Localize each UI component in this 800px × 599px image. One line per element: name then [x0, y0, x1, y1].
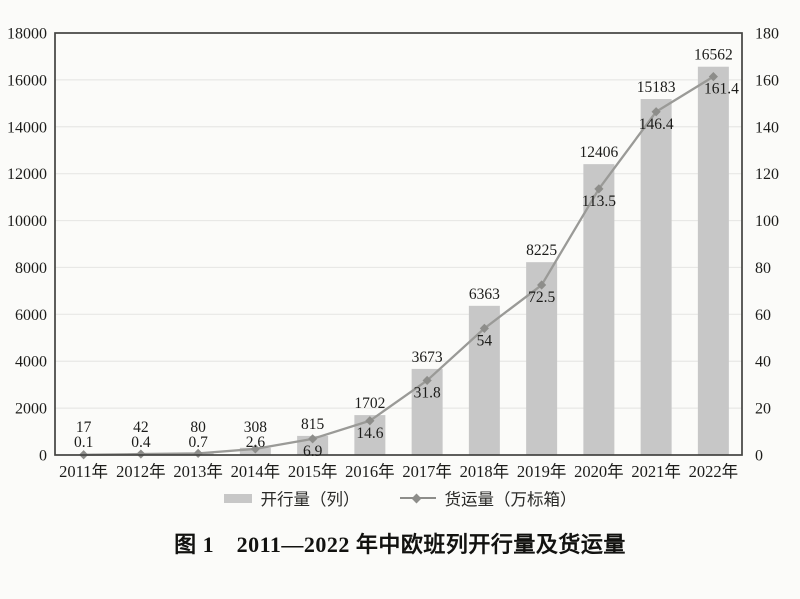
x-axis-year-label: 2016年	[345, 462, 395, 481]
freight-value-label: 6.9	[303, 443, 323, 460]
line-marker-diamond	[708, 72, 718, 82]
x-axis-year-label: 2013年	[173, 462, 223, 481]
x-axis-year-label: 2019年	[517, 462, 567, 481]
bar-value-label: 6363	[469, 286, 500, 303]
diamond-marker-icon	[411, 493, 421, 503]
left-axis-tick: 12000	[7, 166, 47, 183]
right-axis-tick: 120	[755, 166, 779, 183]
line-marker-diamond	[136, 449, 146, 459]
right-axis-tick: 60	[755, 307, 771, 324]
bar-value-label: 308	[244, 419, 268, 436]
x-axis-year-label: 2021年	[631, 462, 681, 481]
legend-item-freight: 货运量（万标箱）	[399, 486, 577, 510]
x-axis-year-label: 2012年	[116, 462, 166, 481]
x-axis-year-label: 2020年	[574, 462, 624, 481]
bar	[583, 164, 615, 455]
x-axis-year-label: 2015年	[288, 462, 338, 481]
left-axis-tick: 14000	[7, 119, 47, 136]
left-axis-tick: 6000	[15, 307, 47, 324]
line-marker-diamond	[422, 375, 432, 386]
x-axis-year-label: 2018年	[460, 462, 510, 481]
freight-value-label: 0.7	[188, 434, 208, 451]
freight-value-label: 14.6	[356, 425, 383, 442]
freight-value-label: 113.5	[582, 193, 617, 210]
bar-value-label: 815	[301, 416, 325, 433]
bar-value-label: 8225	[526, 242, 557, 259]
line-marker-diamond	[651, 107, 661, 117]
x-axis-year-label: 2014年	[231, 462, 281, 481]
left-axis-tick: 16000	[7, 72, 47, 89]
right-axis-tick: 140	[755, 119, 779, 136]
line-marker-diamond	[365, 416, 375, 426]
line-marker-diamond	[594, 184, 604, 194]
freight-value-label: 146.4	[639, 116, 674, 133]
line-marker-diamond	[308, 434, 318, 444]
left-axis-tick: 2000	[15, 401, 47, 418]
right-axis-tick: 40	[755, 354, 771, 371]
bar-swatch-icon	[223, 493, 252, 503]
bar	[526, 262, 558, 455]
freight-value-label: 2.6	[246, 434, 266, 451]
bar	[640, 99, 672, 455]
line-marker-diamond	[250, 444, 260, 454]
left-axis-tick: 4000	[15, 354, 47, 371]
chart-legend: 开行量（列） 货运量（万标箱）	[0, 486, 800, 510]
line-marker-diamond	[537, 280, 547, 290]
bar-value-label: 12406	[580, 144, 619, 161]
bar-value-label: 1702	[354, 395, 385, 412]
x-axis-year-label: 2011年	[59, 462, 108, 481]
line-diamond-swatch-icon	[399, 493, 436, 503]
legend-item-trains: 开行量（列）	[223, 486, 360, 510]
plot-frame	[54, 32, 743, 456]
freight-value-label: 72.5	[528, 289, 555, 306]
legend-label-freight: 货运量（万标箱）	[444, 490, 577, 509]
bar-value-label: 17	[76, 419, 92, 436]
freight-value-label: 31.8	[414, 384, 441, 401]
bar-value-label: 42	[133, 419, 149, 436]
bar-value-label: 15183	[637, 79, 676, 96]
bar-value-label: 80	[190, 419, 206, 436]
bar	[697, 66, 729, 456]
freight-line	[83, 75, 714, 456]
right-axis-tick: 20	[755, 401, 771, 418]
right-axis-tick: 100	[755, 213, 779, 230]
x-axis-year-label: 2022年	[689, 462, 739, 481]
freight-value-label: 0.1	[74, 434, 93, 451]
bar-value-label: 3673	[412, 349, 443, 366]
right-axis-tick: 180	[755, 26, 779, 43]
freight-value-label: 161.4	[704, 81, 739, 98]
bar-value-label: 16562	[694, 47, 733, 64]
x-axis-year-label: 2017年	[402, 462, 452, 481]
right-axis-tick: 160	[755, 72, 779, 89]
right-axis-tick: 0	[755, 448, 763, 465]
freight-value-label: 0.4	[131, 434, 151, 451]
left-axis-tick: 10000	[7, 213, 47, 230]
figure-caption: 图 1 2011—2022 年中欧班列开行量及货运量	[174, 532, 626, 557]
line-marker-diamond	[479, 323, 489, 333]
left-axis-tick: 8000	[15, 260, 47, 277]
left-axis-tick: 18000	[7, 26, 47, 43]
combo-chart-svg: 17 42 80 308 815 1702 3673 6363 8225 12406 15183 16…	[7, 26, 779, 482]
legend-label-trains: 开行量（列）	[260, 490, 360, 509]
right-axis-tick: 80	[755, 260, 771, 277]
left-axis-tick: 0	[39, 448, 47, 465]
freight-value-label: 54	[477, 332, 493, 349]
